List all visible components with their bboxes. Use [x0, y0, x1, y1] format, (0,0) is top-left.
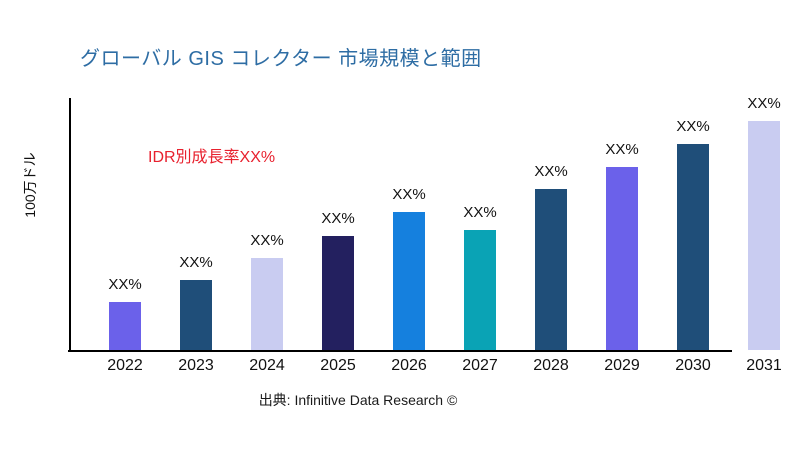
x-tick-label: 2026 [391, 357, 427, 374]
x-tick-label: 2030 [675, 357, 711, 374]
bar-2027 [464, 230, 496, 350]
bar-2031 [748, 121, 780, 350]
bar-value-label: XX% [463, 204, 497, 221]
bar-2022 [109, 302, 141, 350]
y-axis-line [69, 98, 71, 352]
bar-value-label: XX% [179, 254, 213, 271]
x-tick-label: 2028 [533, 357, 569, 374]
bar-2025 [322, 236, 354, 350]
x-tick-label: 2024 [249, 357, 285, 374]
bar-value-label: XX% [321, 210, 355, 227]
x-tick-label: 2022 [107, 357, 143, 374]
x-axis-line [68, 350, 732, 352]
x-tick-label: 2025 [320, 357, 356, 374]
x-tick-label: 2031 [746, 357, 782, 374]
bar-2026 [393, 212, 425, 350]
growth-rate-annotation: IDR別成長率XX% [148, 149, 276, 166]
bar-2028 [535, 189, 567, 350]
bar-2030 [677, 144, 709, 350]
bar-value-label: XX% [392, 186, 426, 203]
x-tick-label: 2023 [178, 357, 214, 374]
bar-2024 [251, 258, 283, 350]
chart-title: グローバル GIS コレクター 市場規模と範囲 [80, 48, 482, 70]
bar-value-label: XX% [747, 95, 781, 112]
bar-value-label: XX% [108, 276, 142, 293]
bar-value-label: XX% [250, 232, 284, 249]
bar-value-label: XX% [605, 141, 639, 158]
bar-value-label: XX% [676, 118, 710, 135]
source-credit: 出典: Infinitive Data Research © [258, 392, 458, 408]
x-tick-label: 2029 [604, 357, 640, 374]
bar-2029 [606, 167, 638, 350]
bar-value-label: XX% [534, 163, 568, 180]
bar-2023 [180, 280, 212, 350]
y-axis-label: 100万ドル [22, 152, 38, 218]
x-tick-label: 2027 [462, 357, 498, 374]
